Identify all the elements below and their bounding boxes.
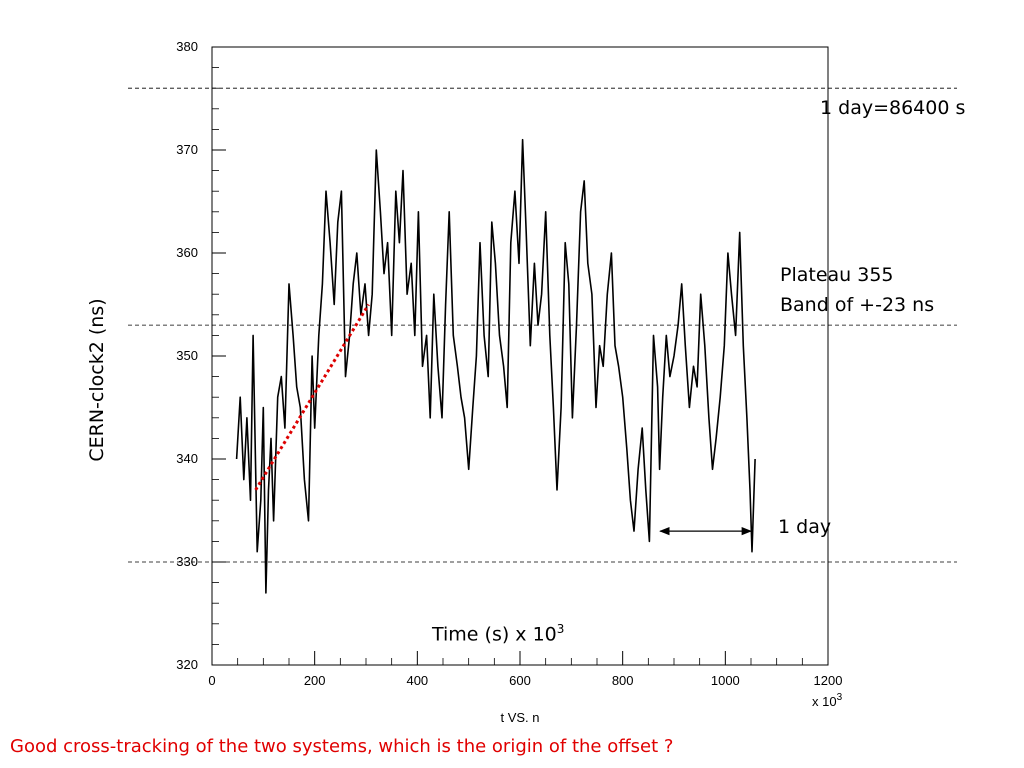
annotation-day-seconds: 1 day=86400 s [820,97,966,119]
x-tick-label: 0 [208,673,215,688]
annotation-plateau: Plateau 355 [780,264,894,286]
y-tick-label: 350 [176,348,198,363]
y-tick-label: 320 [176,657,198,672]
trend-line [254,303,370,491]
axis-ticks: 320 330 340 350 360 370 380 0 200 400 600 800 1000 12… [176,39,842,688]
x-tick-label: 200 [304,673,326,688]
series-line [235,138,756,594]
x-tick-label: 600 [509,673,531,688]
data-series [235,138,756,594]
plot-frame [211,46,829,666]
footer-caption: Good cross-tracking of the two systems, … [10,736,674,757]
x-tick-label: 1000 [711,673,740,688]
annotation-band: Band of +-23 ns [780,294,935,316]
x-axis-label: t VS. n [500,710,539,725]
y-tick-label: 380 [176,39,198,54]
annotation-one-day: 1 day [778,516,832,538]
annotation-time-label: Time (s) x 103 [432,622,565,646]
y-axis-label: CERN-clock2 (ns) [86,298,108,461]
trend-overlay [254,303,370,491]
y-tick-label: 360 [176,245,198,260]
x-tick-label: 1200 [814,673,843,688]
y-tick-label: 330 [176,554,198,569]
x-tick-label: 800 [612,673,634,688]
x-multiplier-label: x 103 [812,692,843,709]
y-tick-label: 340 [176,451,198,466]
reference-lines [128,87,957,563]
y-tick-label: 370 [176,142,198,157]
x-tick-label: 400 [406,673,428,688]
